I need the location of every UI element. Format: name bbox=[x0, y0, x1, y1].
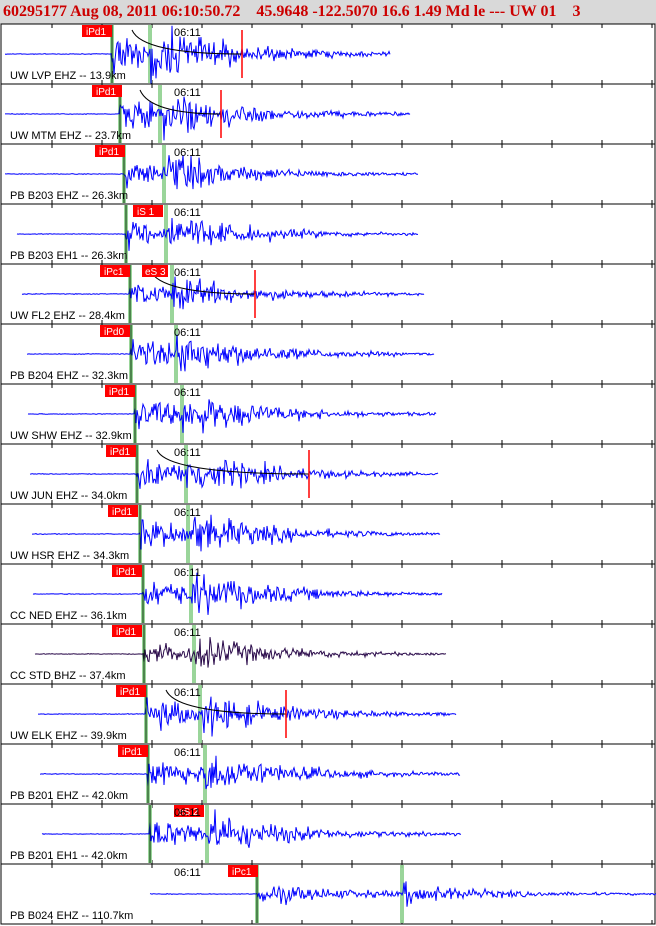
time-label: 06:11 bbox=[174, 387, 201, 399]
time-label: 06:11 bbox=[174, 747, 201, 759]
time-label: 06:11 bbox=[174, 687, 201, 699]
time-label: 06:11 bbox=[174, 327, 201, 339]
pick-label: iPd1 bbox=[122, 747, 142, 758]
event-header: 60295177 Aug 08, 2011 06:10:50.72 45.964… bbox=[0, 0, 656, 24]
time-label: 06:11 bbox=[174, 507, 201, 519]
station-label: CC STD BHZ -- 37.4km bbox=[10, 670, 126, 682]
station-label: PB B203 EHZ -- 26.3km bbox=[10, 190, 128, 202]
station-label: UW JUN EHZ -- 34.0km bbox=[10, 490, 127, 502]
pick-flag bbox=[112, 625, 142, 637]
pick-flag bbox=[174, 805, 204, 817]
coda-curve bbox=[139, 89, 222, 115]
waveform-trace bbox=[34, 637, 447, 668]
pick-flag bbox=[92, 85, 122, 97]
coda-curve bbox=[131, 29, 243, 55]
time-label: 06:11 bbox=[174, 447, 201, 459]
s-pick-line bbox=[198, 685, 202, 743]
s-pick-line bbox=[186, 505, 190, 563]
waveform-trace bbox=[41, 809, 462, 848]
coda-curve bbox=[165, 689, 287, 715]
station-label: UW LVP EHZ -- 13.9km bbox=[10, 70, 126, 82]
waveform-trace bbox=[27, 399, 437, 434]
s-pick-line bbox=[162, 145, 166, 203]
pick-label: iPd1 bbox=[116, 567, 136, 578]
station-label: UW FL2 EHZ -- 28.4km bbox=[10, 310, 125, 322]
pick-label: iS 1 bbox=[137, 207, 155, 218]
time-label: 06:11 bbox=[174, 267, 201, 279]
pick-label: iPd1 bbox=[110, 447, 130, 458]
station-label: UW SHW EHZ -- 32.9km bbox=[10, 430, 132, 442]
station-label: PB B204 EHZ -- 32.3km bbox=[10, 370, 128, 382]
pick-label: iPd1 bbox=[109, 387, 129, 398]
station-label: PB B203 EH1 -- 26.3km bbox=[10, 250, 127, 262]
waveform-trace bbox=[40, 755, 461, 790]
station-label: UW HSR EHZ -- 34.3km bbox=[10, 550, 129, 562]
time-label: 06:11 bbox=[174, 627, 201, 639]
waveform-trace bbox=[5, 96, 411, 141]
time-label: 06:11 bbox=[174, 867, 201, 879]
waveform-trace bbox=[16, 217, 419, 251]
station-label: PB B024 EHZ -- 110.7km bbox=[10, 910, 133, 922]
pick-label: iPd1 bbox=[86, 27, 106, 38]
pick-flag bbox=[108, 505, 138, 517]
station-label: UW ELK EHZ -- 39.9km bbox=[10, 730, 127, 742]
pick-flag bbox=[100, 265, 130, 277]
pick-flag bbox=[228, 865, 258, 877]
station-label: PB B201 EHZ -- 42.0km bbox=[10, 790, 128, 802]
s-pick-line bbox=[205, 805, 209, 863]
waveform-trace bbox=[149, 881, 656, 907]
pick-label: eS 2 bbox=[178, 807, 199, 818]
pick-label: iPc1 bbox=[104, 267, 124, 278]
s-pick-line bbox=[180, 385, 184, 443]
time-label: 06:11 bbox=[174, 27, 201, 39]
pick-flag bbox=[133, 205, 163, 217]
pick-label: iPc1 bbox=[232, 867, 252, 878]
time-label: 06:11 bbox=[174, 567, 201, 579]
waveform-trace bbox=[32, 514, 441, 552]
station-label: CC NED EHZ -- 36.1km bbox=[10, 610, 127, 622]
pick-flag bbox=[142, 265, 168, 277]
pick-flag bbox=[95, 145, 125, 157]
waveform-trace bbox=[4, 25, 391, 85]
station-label: PB B201 EH1 -- 42.0km bbox=[10, 850, 127, 862]
pick-flag bbox=[106, 445, 136, 457]
pick-label: iPd1 bbox=[99, 147, 119, 158]
pick-flag bbox=[82, 25, 112, 37]
pick-flag bbox=[116, 685, 146, 697]
waveform-trace bbox=[32, 572, 443, 615]
time-label: 06:11 bbox=[174, 147, 201, 159]
pick-flag bbox=[118, 745, 148, 757]
station-label: UW MTM EHZ -- 23.7km bbox=[10, 130, 131, 142]
pick-label: eS 3 bbox=[145, 267, 166, 278]
waveform-trace bbox=[21, 276, 425, 310]
s-pick-line bbox=[189, 565, 193, 623]
pick-flag bbox=[105, 385, 135, 397]
s-pick-line bbox=[174, 325, 178, 383]
pick-label: iPd0 bbox=[104, 327, 124, 338]
time-label: 06:11 bbox=[174, 807, 201, 819]
waveform-trace bbox=[5, 154, 419, 190]
pick-flag bbox=[100, 325, 130, 337]
coda-curve bbox=[156, 449, 310, 475]
pick-label: iPd1 bbox=[120, 687, 140, 698]
waveform-trace bbox=[27, 334, 435, 372]
pick-label: iPd1 bbox=[112, 507, 132, 518]
time-label: 06:11 bbox=[174, 207, 201, 219]
pick-flag bbox=[112, 565, 142, 577]
time-label: 06:11 bbox=[174, 87, 201, 99]
pick-label: iPd1 bbox=[96, 87, 116, 98]
waveform-trace bbox=[29, 459, 439, 489]
waveform-trace bbox=[38, 696, 457, 737]
pick-label: iPd1 bbox=[116, 627, 136, 638]
